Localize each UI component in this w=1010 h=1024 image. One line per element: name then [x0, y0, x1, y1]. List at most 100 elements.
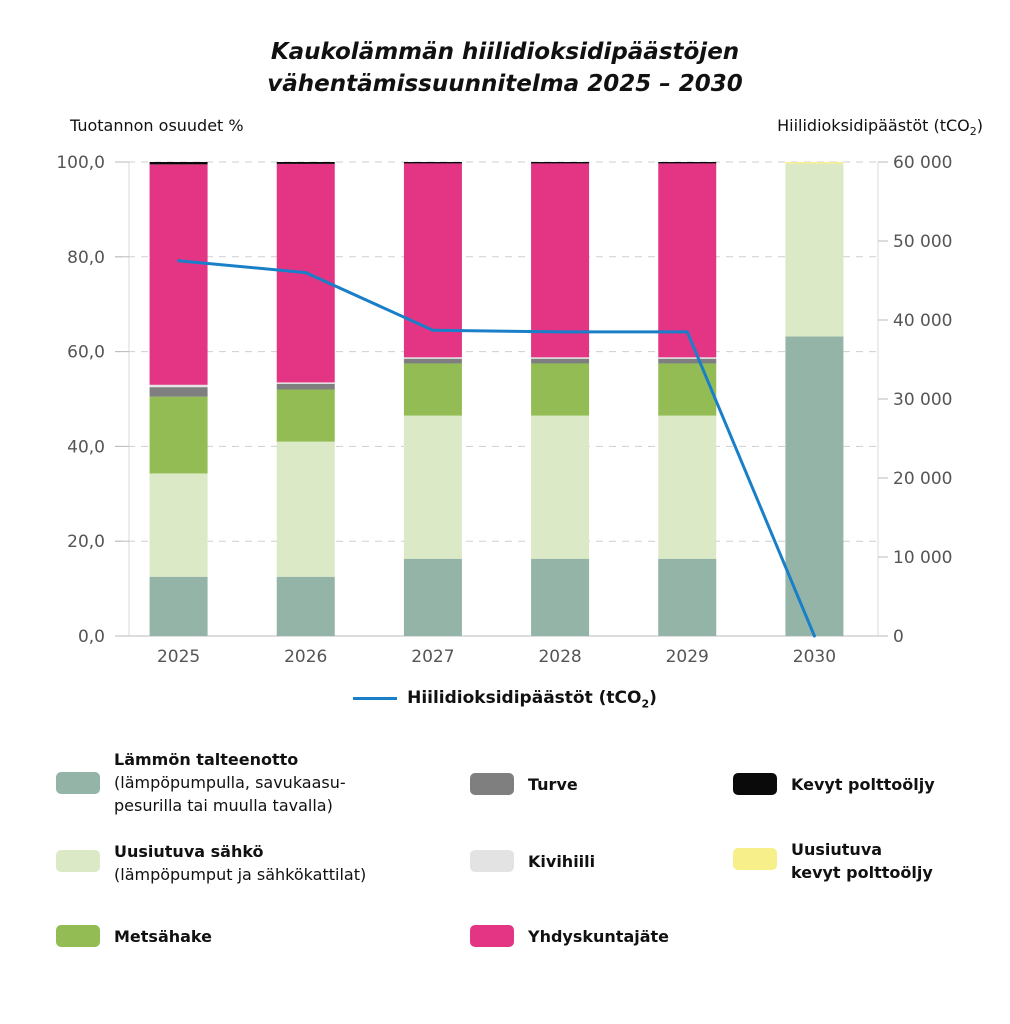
x-tick-label-2030: 2030 [793, 647, 836, 667]
legend-sublabel-2: pesurilla tai muulla tavalla) [114, 796, 333, 815]
bar-2026-kivihiili [276, 382, 335, 384]
legend-sublabel-1: (lämpöpumpulla, savukaasu- [114, 773, 346, 792]
left-tick-label-0: 0,0 [78, 627, 105, 647]
bar-2027-metsahake [403, 363, 462, 416]
bar-2026-kevyt-polttooljy [276, 162, 335, 164]
bar-2025-lammon-talteenotto [149, 576, 208, 636]
bar-2026-uusiutuva-sahko [276, 441, 335, 577]
line-legend-label-main: Hiilidioksidipäästöt (tCO [407, 688, 642, 708]
legend-label-2: kevyt polttoöljy [791, 863, 933, 882]
line-legend-label-sub: 2 [641, 697, 650, 711]
chart-title-line-2: vähentämissuunnitelma 2025 – 2030 [267, 71, 743, 97]
line-series-legend: Hiilidioksidipäästöt (tCO2) [0, 688, 1010, 710]
bar-2029-lammon-talteenotto [658, 558, 717, 636]
bar-2025-uusiutuva-sahko [149, 473, 208, 577]
legend-swatch [470, 925, 514, 947]
bar-2027-kivihiili [403, 357, 462, 359]
left-axis-title: Tuotannon osuudet % [69, 116, 244, 135]
grid-lines [115, 161, 878, 542]
right-tick-label-5: 50 000 [893, 232, 952, 252]
line-legend-label-close: ) [649, 688, 657, 708]
emission-line-path [178, 259, 816, 637]
right-axis-title-close: ) [977, 116, 983, 135]
left-tick-label-2: 40,0 [67, 437, 105, 457]
bar-2026-lammon-talteenotto [276, 576, 335, 636]
emission-point-2030 [812, 634, 816, 638]
bar-2029-kevyt-polttooljy [658, 162, 717, 164]
right-tick-label-2: 20 000 [893, 469, 952, 489]
legend-label: Uusiutuva sähkö [114, 842, 264, 861]
bar-2028-turve [531, 358, 590, 364]
line-legend-swatch [353, 696, 398, 700]
x-tick-label-2026: 2026 [284, 647, 327, 667]
bar-2028-kevyt-polttooljy [531, 162, 590, 164]
bar-2029-yhdyskuntajate [658, 163, 717, 358]
emission-point-2027 [431, 328, 435, 332]
bar-2025-metsahake [149, 396, 208, 474]
bar-2029-turve [658, 358, 717, 364]
bar-2028-uusiutuva-sahko [531, 415, 590, 559]
bar-2025-turve [149, 387, 208, 397]
emission-line [177, 259, 816, 638]
bar-2027-kevyt-polttooljy [403, 162, 462, 164]
emission-point-2029 [685, 330, 689, 334]
bar-2026-metsahake [276, 389, 335, 442]
axes [115, 161, 888, 637]
right-tick-label-1: 10 000 [893, 548, 952, 568]
right-tick-label-6: 60 000 [893, 153, 952, 173]
bar-2029-uusiutuva-sahko [658, 415, 717, 559]
legend-label: Kivihiili [528, 852, 596, 871]
legend-sublabel-1: (lämpöpumput ja sähkökattilat) [114, 865, 367, 884]
bar-2027-turve [403, 358, 462, 364]
stacked-bar-chart: Tuotannon osuudet % Hiilidioksidipäästöt… [56, 116, 983, 667]
legend-label: Turve [528, 775, 578, 794]
bar-2029-metsahake [658, 363, 717, 416]
chart-title: Kaukolämmän hiilidioksidipäästöjen vähen… [0, 36, 1010, 100]
legend-swatch [470, 850, 514, 872]
bar-2028-kivihiili [531, 357, 590, 359]
right-axis-title-main: Hiilidioksidipäästöt (tCO [777, 116, 970, 135]
bar-2025-yhdyskuntajate [149, 164, 208, 385]
bar-2028-yhdyskuntajate [531, 163, 590, 358]
legend-label: Lämmön talteenotto [114, 750, 299, 769]
legend-swatch [733, 848, 777, 870]
bar-2029-kivihiili [658, 357, 717, 359]
right-axis-title: Hiilidioksidipäästöt (tCO2) [777, 116, 983, 138]
bar-2030-uusiutuva-sahko [785, 163, 844, 337]
x-tick-label-2029: 2029 [666, 647, 709, 667]
emission-point-2028 [558, 330, 562, 334]
right-tick-label-4: 40 000 [893, 311, 952, 331]
legend-label: Kevyt polttoöljy [791, 775, 935, 794]
legend-label: Uusiutuva [791, 840, 883, 859]
left-tick-label-4: 80,0 [67, 248, 105, 268]
bar-2027-lammon-talteenotto [403, 558, 462, 636]
bar-2026-turve [276, 383, 335, 390]
tick-labels: 0,0 20,0 40,0 60,0 80,0 100,0 0 10 000 20 000 30 … [56, 153, 952, 667]
emission-point-2025 [177, 259, 181, 263]
legend-swatch [56, 772, 100, 794]
bars [149, 162, 844, 636]
legend-swatch [470, 773, 514, 795]
x-tick-label-2027: 2027 [411, 647, 454, 667]
bar-2027-yhdyskuntajate [403, 163, 462, 358]
bar-2028-lammon-talteenotto [531, 558, 590, 636]
legend-label: Yhdyskuntajäte [528, 927, 670, 946]
legend-swatch [56, 925, 100, 947]
legend-label: Metsähake [114, 927, 212, 946]
bar-2025-kevyt-polttooljy [149, 162, 208, 165]
bar-2030-uusiutuva-kevyt-polttooljy [785, 162, 844, 164]
bar-2025-kivihiili [149, 384, 208, 388]
right-tick-label-3: 30 000 [893, 390, 952, 410]
left-tick-label-1: 20,0 [67, 532, 105, 552]
emission-point-2026 [304, 271, 308, 275]
left-tick-label-5: 100,0 [56, 153, 105, 173]
right-axis-title-sub: 2 [970, 125, 977, 138]
x-tick-label-2025: 2025 [157, 647, 200, 667]
bar-2027-uusiutuva-sahko [403, 415, 462, 559]
legend-swatch [733, 773, 777, 795]
legend-swatch [56, 850, 100, 872]
bar-2028-metsahake [531, 363, 590, 416]
right-tick-label-0: 0 [893, 627, 904, 647]
x-tick-label-2028: 2028 [538, 647, 581, 667]
left-tick-label-3: 60,0 [67, 343, 105, 363]
